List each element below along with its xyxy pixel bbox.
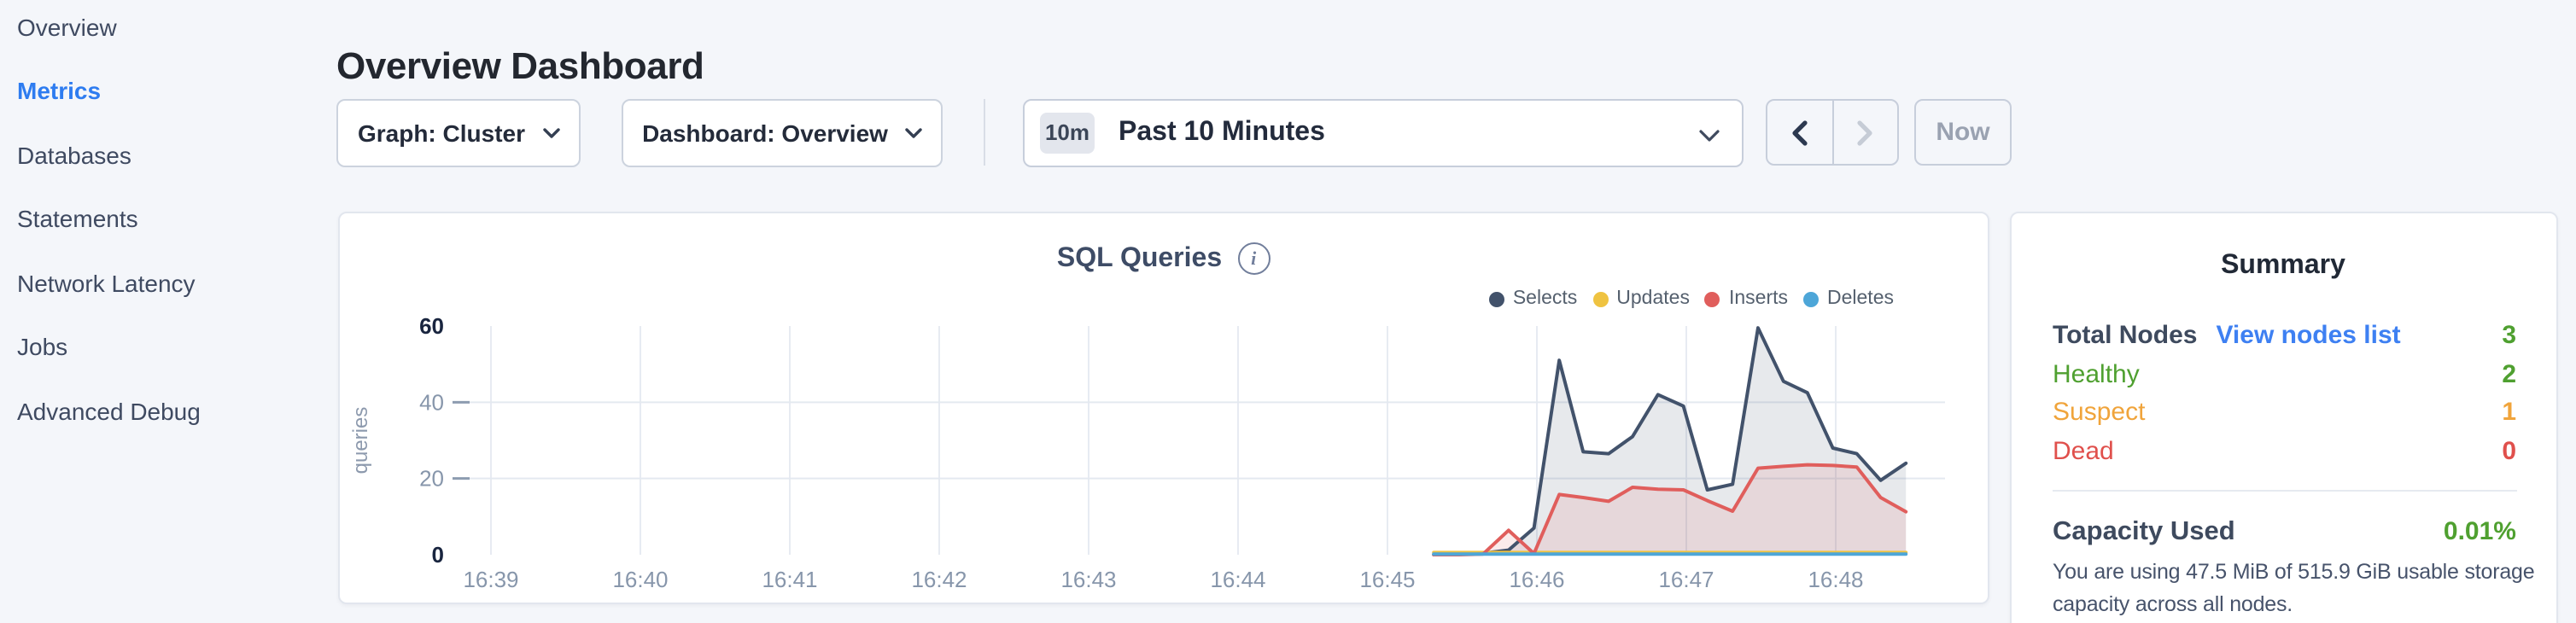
capacity-description-line: You are using 47.5 MiB of 515.9 GiB usab…: [2053, 560, 2535, 584]
sidebar-item-network-latency[interactable]: Network Latency: [17, 269, 196, 297]
capacity-row: Capacity Used 0.01%: [2053, 517, 2516, 546]
svg-text:queries: queries: [348, 407, 371, 475]
svg-text:60: 60: [418, 313, 443, 339]
node-status-value: 0: [2502, 436, 2516, 465]
legend-item-selects[interactable]: Selects: [1488, 288, 1578, 309]
node-status-row-dead: Dead 0: [2053, 436, 2516, 465]
time-range-badge: 10m: [1040, 112, 1095, 153]
svg-text:16:47: 16:47: [1657, 567, 1713, 592]
nodes-section: Total Nodes View nodes list 3 Healthy 2 Su…: [2053, 321, 2516, 475]
svg-text:16:43: 16:43: [1060, 567, 1115, 592]
info-icon[interactable]: i: [1237, 242, 1270, 275]
sidebar-item-metrics[interactable]: Metrics: [17, 77, 102, 105]
time-range-label: Past 10 Minutes: [1119, 117, 1325, 146]
summary-divider: [2053, 490, 2516, 492]
time-step-buttons: [1766, 99, 1899, 166]
time-prev-button[interactable]: [1767, 101, 1833, 164]
sidebar-item-jobs[interactable]: Jobs: [17, 333, 68, 361]
node-status-row-healthy: Healthy 2: [2053, 359, 2516, 388]
capacity-description-line: capacity across all nodes.: [2053, 592, 2293, 616]
svg-text:16:44: 16:44: [1209, 567, 1265, 592]
summary-heading: Summary: [2221, 251, 2345, 280]
chevron-right-icon: [1857, 119, 1873, 145]
svg-text:16:45: 16:45: [1358, 567, 1414, 592]
page-title: Overview Dashboard: [336, 44, 704, 87]
legend-label: Updates: [1616, 288, 1690, 309]
node-status-label: Suspect: [2053, 398, 2146, 427]
chevron-down-icon: [905, 127, 922, 137]
node-status-label: Dead: [2053, 436, 2114, 465]
total-nodes-label: Total Nodes: [2053, 321, 2198, 350]
legend-dot-icon: [1704, 291, 1720, 306]
svg-text:40: 40: [418, 389, 443, 415]
legend-label: Deletes: [1827, 288, 1894, 309]
capacity-section: Capacity Used 0.01% You are using 47.5 M…: [2053, 517, 2535, 621]
summary-panel: Summary Total Nodes View nodes list 3 He…: [2009, 212, 2557, 623]
sidebar-item-databases[interactable]: Databases: [17, 141, 131, 169]
svg-text:16:42: 16:42: [910, 567, 966, 592]
dashboard-dropdown-label: Dashboard: Overview: [642, 119, 888, 146]
chart-title: SQL Queries: [1056, 243, 1223, 272]
capacity-used-label: Capacity Used: [2053, 517, 2235, 546]
legend-item-deletes[interactable]: Deletes: [1803, 288, 1894, 309]
sidebar-item-overview[interactable]: Overview: [17, 14, 117, 41]
toolbar-divider: [983, 99, 984, 166]
node-status-value: 2: [2502, 359, 2516, 388]
svg-text:16:48: 16:48: [1807, 567, 1862, 592]
svg-text:16:41: 16:41: [761, 567, 816, 592]
sidebar-item-advanced-debug[interactable]: Advanced Debug: [17, 397, 201, 425]
time-next-button[interactable]: [1833, 101, 1897, 164]
node-status-row-suspect: Suspect 1: [2053, 398, 2516, 427]
legend-dot-icon: [1803, 291, 1819, 306]
chevron-down-icon: [1699, 129, 1720, 141]
graph-dropdown[interactable]: Graph: Cluster: [336, 98, 581, 166]
node-status-label: Healthy: [2053, 359, 2140, 388]
capacity-used-value: 0.01%: [2443, 517, 2516, 546]
svg-text:16:46: 16:46: [1508, 567, 1563, 592]
svg-text:20: 20: [418, 466, 443, 492]
now-button[interactable]: Now: [1914, 99, 2012, 166]
legend-dot-icon: [1592, 291, 1609, 306]
legend-item-inserts[interactable]: Inserts: [1704, 288, 1788, 309]
dashboard-dropdown[interactable]: Dashboard: Overview: [622, 98, 943, 166]
sql-queries-chart[interactable]: 16:39 16:40 16:41 16:42 16:43 16:44 16:45 16:46…: [339, 213, 1991, 606]
chart-title-row: SQL Queries i: [339, 242, 1988, 275]
total-nodes-row: Total Nodes View nodes list 3: [2053, 321, 2516, 350]
view-nodes-list-link[interactable]: View nodes list: [2216, 321, 2401, 350]
legend-item-updates[interactable]: Updates: [1592, 288, 1690, 309]
node-status-value: 1: [2502, 398, 2516, 427]
chevron-down-icon: [542, 127, 559, 137]
chevron-left-icon: [1791, 119, 1808, 145]
capacity-description: You are using 47.5 MiB of 515.9 GiB usab…: [2053, 556, 2535, 621]
graph-dropdown-label: Graph: Cluster: [357, 119, 525, 146]
node-status-rows: Healthy 2 Suspect 1 Dead 0: [2053, 359, 2516, 465]
svg-text:16:40: 16:40: [611, 567, 667, 592]
total-nodes-value: 3: [2502, 321, 2516, 350]
svg-text:0: 0: [431, 542, 443, 568]
legend-label: Inserts: [1728, 288, 1788, 309]
legend-dot-icon: [1488, 291, 1504, 306]
sql-queries-chart-card: SQL Queries i Selects Updates Inserts Delet…: [337, 212, 1989, 604]
svg-text:16:39: 16:39: [462, 567, 517, 592]
chart-legend: Selects Updates Inserts Deletes: [1488, 288, 1894, 309]
time-range-dropdown[interactable]: 10m Past 10 Minutes: [1023, 98, 1744, 166]
sidebar-item-statements[interactable]: Statements: [17, 205, 138, 233]
legend-label: Selects: [1512, 288, 1578, 309]
sidebar-nav: Overview Metrics Databases Statements Networ…: [0, 0, 324, 623]
